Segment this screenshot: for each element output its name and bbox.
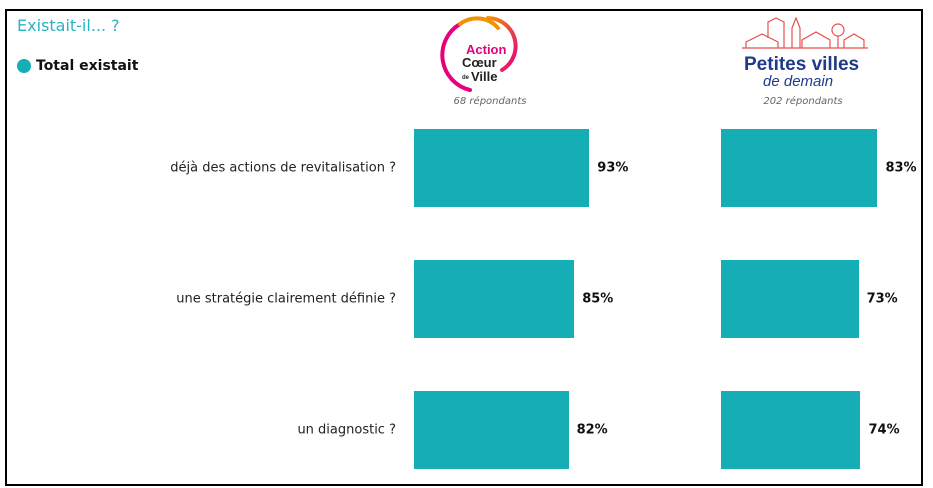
- bar: [414, 129, 590, 207]
- chart-frame: [5, 9, 923, 486]
- bar: [721, 129, 878, 207]
- category-label: une stratégie clairement définie ?: [176, 291, 396, 307]
- logo-text: Ville: [471, 69, 498, 84]
- data-label: 74%: [868, 422, 900, 438]
- chart-title: Existait-il... ?: [17, 16, 120, 35]
- action-coeur-de-ville-logo: Action Cœur de Ville: [440, 16, 518, 92]
- bar: [414, 260, 575, 338]
- logo-text: Petites villes: [744, 54, 859, 75]
- logo-text: Action: [466, 42, 507, 57]
- legend-label: Total existait: [36, 58, 139, 74]
- bar: [414, 391, 569, 469]
- category-label: déjà des actions de revitalisation ?: [170, 160, 396, 176]
- logo-text: de demain: [763, 73, 833, 90]
- bar: [721, 391, 861, 469]
- data-label: 85%: [582, 291, 614, 307]
- data-label: 73%: [866, 291, 898, 307]
- data-label: 83%: [885, 160, 917, 176]
- respondents-acv: 68 répondants: [453, 96, 527, 107]
- logo-text: de: [462, 75, 470, 81]
- logo-text: Cœur: [462, 55, 497, 70]
- respondents-pvd: 202 répondants: [763, 96, 843, 107]
- legend-dot: [17, 59, 31, 73]
- category-label: un diagnostic ?: [297, 422, 396, 438]
- data-label: 93%: [597, 160, 629, 176]
- petites-villes-de-demain-logo: Petites villes de demain: [742, 16, 868, 90]
- bar: [721, 260, 859, 338]
- legend: Total existait: [17, 58, 138, 74]
- data-label: 82%: [576, 422, 608, 438]
